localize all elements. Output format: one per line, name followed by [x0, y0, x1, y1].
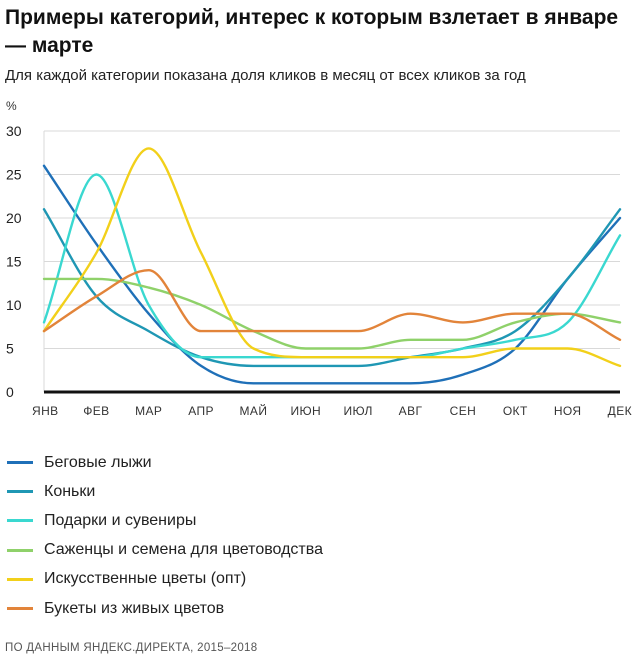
legend-label: Саженцы и семена для цветоводства	[44, 541, 323, 559]
x-tick-label: МАЙ	[240, 403, 268, 418]
chart-subtitle: Для каждой категории показана доля клико…	[5, 67, 526, 84]
series-line-6	[42, 269, 622, 341]
series-line-5	[42, 147, 622, 368]
series-line-1	[42, 164, 622, 385]
legend-swatch	[7, 577, 33, 581]
y-axis-unit-label: %	[6, 99, 17, 113]
x-tick-label: ИЮЛ	[344, 404, 373, 418]
x-tick-label: ЯНВ	[32, 404, 59, 418]
y-tick-label: 25	[6, 167, 22, 183]
legend: Беговые лыжи Коньки Подарки и сувениры Саже…	[7, 448, 323, 623]
x-tick-label: ФЕВ	[83, 404, 109, 418]
series-line-2	[42, 208, 622, 368]
y-tick-label: 15	[6, 254, 22, 270]
legend-swatch	[7, 548, 33, 552]
legend-swatch	[7, 519, 33, 523]
legend-label: Беговые лыжи	[44, 453, 152, 471]
axes: % 0 5 10 15 20 25 30 ЯНВ ФЕВ МАР АПР МАЙ ИЮН ИЮЛ АВГ СЕН…	[6, 99, 632, 418]
series-line-3	[42, 173, 622, 359]
x-tick-label: АПР	[188, 404, 214, 418]
legend-label: Букеты из живых цветов	[44, 599, 225, 617]
legend-item: Беговые лыжи	[7, 448, 323, 477]
y-tick-label: 30	[6, 123, 22, 139]
legend-label: Искусственные цветы (опт)	[44, 570, 247, 588]
legend-item: Искусственные цветы (опт)	[7, 565, 323, 594]
legend-item: Саженцы и семена для цветоводства	[7, 536, 323, 565]
x-tick-label: ОКТ	[503, 404, 528, 418]
series-line-4	[42, 277, 622, 350]
x-tick-label: НОЯ	[554, 404, 582, 418]
x-tick-label: МАР	[135, 404, 162, 418]
y-tick-label: 5	[6, 341, 14, 357]
x-tick-label: ИЮН	[291, 404, 322, 418]
legend-swatch	[7, 607, 33, 611]
x-tick-label: ДЕК	[608, 404, 632, 418]
legend-swatch	[7, 461, 33, 465]
y-tick-label: 0	[6, 384, 14, 400]
source-note: ПО ДАННЫМ ЯНДЕКС.ДИРЕКТА, 2015–2018	[5, 642, 258, 654]
line-chart: % 0 5 10 15 20 25 30 ЯНВ ФЕВ МАР АПР МАЙ ИЮН ИЮЛ АВГ СЕН…	[6, 99, 632, 418]
x-tick-label: СЕН	[450, 404, 477, 418]
legend-item: Коньки	[7, 477, 323, 506]
y-tick-label: 20	[6, 210, 22, 226]
chart-title: Примеры категорий, интерес к которым взл…	[5, 6, 619, 57]
x-tick-label: АВГ	[399, 404, 423, 418]
legend-item: Подарки и сувениры	[7, 506, 323, 535]
series-lines	[42, 147, 622, 385]
legend-swatch	[7, 490, 33, 494]
y-tick-label: 10	[6, 297, 22, 313]
legend-item: Букеты из живых цветов	[7, 594, 323, 623]
legend-label: Коньки	[44, 482, 96, 500]
legend-label: Подарки и сувениры	[44, 511, 197, 529]
